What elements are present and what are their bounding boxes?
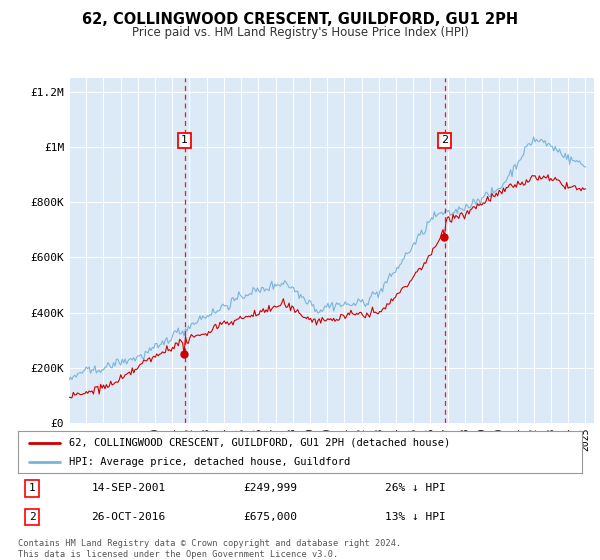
- Text: 26% ↓ HPI: 26% ↓ HPI: [385, 483, 445, 493]
- Text: 1: 1: [181, 136, 188, 146]
- Text: Contains HM Land Registry data © Crown copyright and database right 2024.
This d: Contains HM Land Registry data © Crown c…: [18, 539, 401, 559]
- Text: 2: 2: [441, 136, 448, 146]
- Text: 1: 1: [29, 483, 35, 493]
- Text: 62, COLLINGWOOD CRESCENT, GUILDFORD, GU1 2PH: 62, COLLINGWOOD CRESCENT, GUILDFORD, GU1…: [82, 12, 518, 27]
- Text: HPI: Average price, detached house, Guildford: HPI: Average price, detached house, Guil…: [69, 457, 350, 467]
- Text: £675,000: £675,000: [244, 512, 298, 522]
- Text: £249,999: £249,999: [244, 483, 298, 493]
- Text: 2: 2: [29, 512, 35, 522]
- Text: 14-SEP-2001: 14-SEP-2001: [91, 483, 166, 493]
- Text: 62, COLLINGWOOD CRESCENT, GUILDFORD, GU1 2PH (detached house): 62, COLLINGWOOD CRESCENT, GUILDFORD, GU1…: [69, 437, 450, 447]
- Text: 26-OCT-2016: 26-OCT-2016: [91, 512, 166, 522]
- Text: 13% ↓ HPI: 13% ↓ HPI: [385, 512, 445, 522]
- Text: Price paid vs. HM Land Registry's House Price Index (HPI): Price paid vs. HM Land Registry's House …: [131, 26, 469, 39]
